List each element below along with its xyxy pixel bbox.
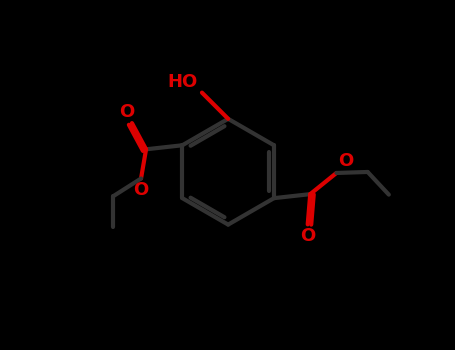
Text: O: O xyxy=(339,152,354,170)
Text: HO: HO xyxy=(168,72,198,91)
Text: O: O xyxy=(300,228,315,245)
Text: O: O xyxy=(133,181,149,199)
Text: O: O xyxy=(119,103,135,121)
